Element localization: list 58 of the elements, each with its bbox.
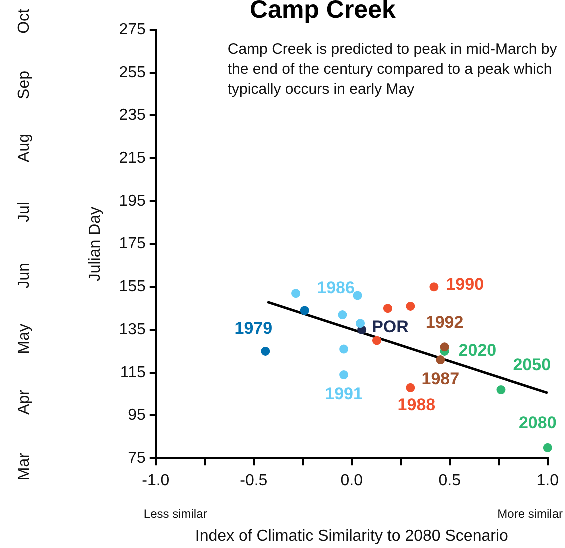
point	[383, 304, 392, 314]
annotation: 1979	[234, 319, 273, 338]
point	[338, 310, 348, 320]
point	[292, 289, 301, 298]
x-tick-label: 1.0	[536, 472, 560, 490]
annotation: POR	[372, 318, 409, 337]
text: More similar	[498, 506, 563, 521]
y-tick-label: 275	[119, 21, 146, 38]
x-tick-label: -1.0	[142, 472, 170, 490]
y-tick-label: 155	[119, 278, 146, 296]
point	[356, 319, 366, 328]
annotation: 2020	[458, 341, 497, 360]
x-axis-title: Index of Climatic Similarity to 2080 Scenario	[195, 528, 508, 545]
point	[261, 346, 270, 356]
point	[436, 356, 446, 365]
point	[543, 443, 552, 452]
x-tick-label: -0.5	[240, 472, 268, 490]
text: Jun	[16, 262, 34, 288]
y-tick-label: 95	[128, 407, 146, 424]
y-tick-label: 175	[119, 236, 146, 253]
point	[340, 370, 349, 380]
point	[406, 302, 416, 311]
point	[340, 344, 349, 354]
annotation: 2050	[513, 356, 552, 375]
chart-title: Camp Creek	[250, 0, 396, 25]
point	[372, 336, 382, 346]
text: May	[16, 324, 34, 355]
y-axis-title: Julian Day	[87, 206, 104, 282]
point	[440, 342, 450, 352]
annotation: 1992	[426, 312, 464, 332]
y-tick-label: 135	[119, 321, 146, 338]
annotation: 1991	[325, 384, 363, 404]
text: Sep	[16, 70, 34, 100]
y-tick-label: 115	[120, 364, 146, 382]
y-tick-label: 235	[119, 107, 146, 124]
y-tick-label: 255	[119, 64, 146, 82]
annotation: Camp Creek is predicted to peak in mid-March by the end of the century compared to a peak which typically occurs in early May	[228, 40, 558, 100]
text: Apr	[16, 390, 34, 416]
x-tick-label: 0.5	[438, 472, 462, 490]
y-tick-label: 195	[119, 192, 146, 210]
annotation: 1990	[446, 274, 484, 294]
annotation: 2080	[518, 414, 557, 433]
y-tick-label: 75	[128, 450, 146, 468]
text: Jul	[16, 202, 34, 222]
point	[406, 383, 416, 392]
point	[353, 291, 362, 300]
annotation: 1986	[317, 278, 355, 298]
x-tick-label: 0.0	[340, 472, 364, 490]
text: Oct	[16, 8, 34, 34]
text: Mar	[16, 452, 34, 480]
point	[496, 386, 506, 395]
point	[300, 306, 310, 316]
y-tick-label: 215	[119, 150, 146, 167]
text: Aug	[16, 134, 34, 163]
annotation: 1987	[422, 370, 460, 389]
text: Less similar	[144, 506, 208, 521]
point	[430, 282, 439, 292]
annotation: 1988	[398, 396, 436, 415]
